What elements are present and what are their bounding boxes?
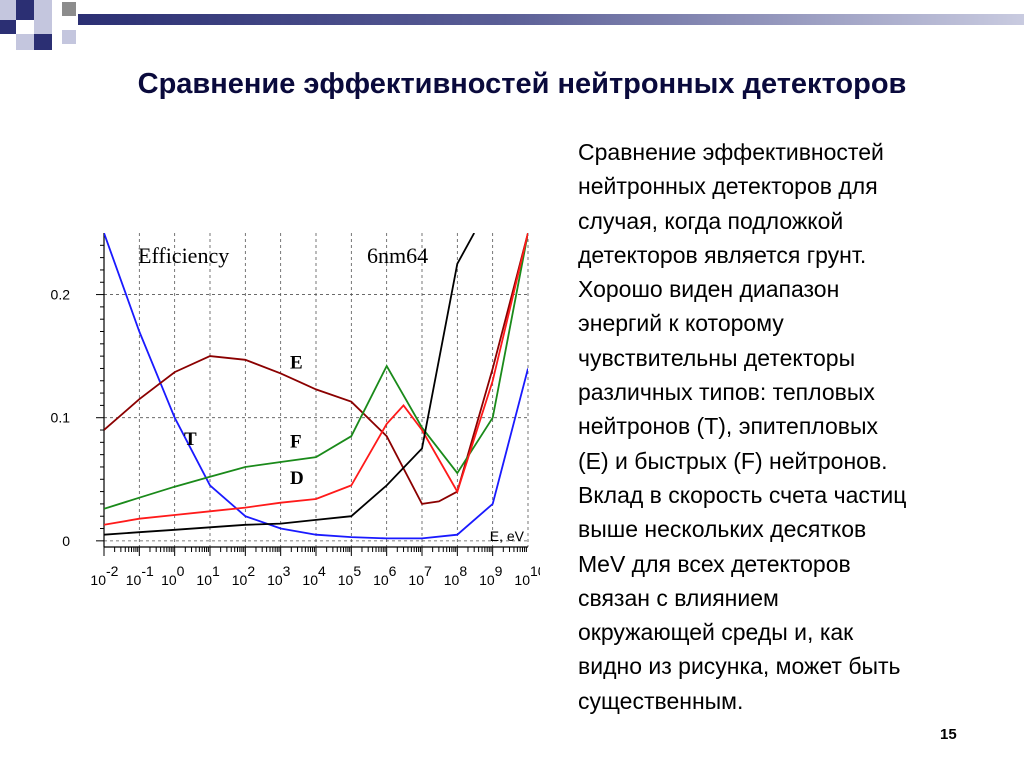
description-line: нейтронных детекторов для — [578, 173, 878, 200]
description-line: Вклад в скорость счета частиц — [578, 481, 907, 508]
x-tick-label: 10 — [338, 572, 354, 588]
description-line: связан с влиянием — [578, 584, 779, 611]
y-tick-label: 0.1 — [51, 410, 71, 426]
curve-label-F: F — [290, 431, 302, 452]
x-tick-exponent: -2 — [106, 563, 119, 579]
x-tick-label: 10 — [514, 572, 530, 588]
description-line: различных типов: тепловых — [578, 379, 875, 406]
x-tick-exponent: 9 — [495, 563, 503, 579]
series-line-E — [104, 233, 528, 505]
x-axis-label: E, eV — [490, 528, 525, 544]
x-tick-exponent: -1 — [141, 563, 154, 579]
x-tick-exponent: 8 — [459, 563, 467, 579]
x-tick-label: 10 — [302, 572, 318, 588]
curve-label-D: D — [290, 468, 304, 489]
decor-square-navy-1 — [16, 0, 34, 20]
curve-label-E: E — [290, 352, 303, 373]
description-line: случая, когда подложкой — [578, 207, 844, 234]
curve-label-T: T — [184, 429, 197, 450]
x-tick-label: 10 — [408, 572, 424, 588]
description-line: Хорошо виден диапазон — [578, 276, 840, 303]
decor-square-navy-3 — [16, 20, 34, 34]
x-tick-exponent: 2 — [247, 563, 255, 579]
description-line: (E) и быстрых (F) нейтронов. — [578, 447, 888, 474]
x-tick-label: 10 — [232, 572, 248, 588]
description-line: окружающей среды и, как — [578, 619, 854, 646]
x-tick-label: 10 — [267, 572, 283, 588]
description-line: нейтронов (T), эпитепловых — [578, 413, 878, 440]
x-tick-label: 10 — [126, 572, 142, 588]
description-line: существенным. — [578, 687, 744, 714]
efficiency-chart-svg: 00.10.210-210-11001011021031041051061071… — [51, 233, 546, 588]
decor-square-gray — [62, 2, 76, 16]
series-line-T — [104, 233, 528, 540]
x-tick-exponent: 6 — [389, 563, 397, 579]
decor-square-light-3 — [34, 20, 52, 34]
description-line: Сравнение эффективностей — [578, 139, 884, 165]
x-tick-label: 10 — [196, 572, 212, 588]
x-tick-label: 10 — [444, 572, 460, 588]
x-tick-exponent: 1 — [212, 563, 220, 579]
x-tick-exponent: 3 — [283, 563, 291, 579]
description-line: энергий к которому — [578, 310, 784, 337]
chart-subtitle: 6nm64 — [367, 243, 428, 268]
x-tick-exponent: 10 — [530, 563, 540, 579]
x-tick-label: 10 — [90, 572, 106, 588]
efficiency-chart: 0 0.1 0.2 10 -2 10 -1 10 0 10 1 10 2 10 3 10 4 10 5 10 6 10 7 1… — [40, 225, 546, 605]
x-tick-label: 10 — [479, 572, 495, 588]
slide-description: Сравнение эффективностей нейтронных детек… — [578, 135, 998, 718]
x-tick-label: 10 — [161, 572, 177, 588]
y-tick-label: 0 — [62, 533, 70, 549]
chart-title: Efficiency — [138, 243, 229, 268]
decor-square-light-1 — [0, 0, 16, 20]
x-tick-label: 10 — [373, 572, 389, 588]
x-tick-exponent: 4 — [318, 563, 326, 579]
description-line: выше нескольких десятков — [578, 516, 867, 543]
x-tick-exponent: 5 — [353, 563, 361, 579]
x-tick-exponent: 0 — [177, 563, 185, 579]
description-line: детекторов является грунт. — [578, 241, 867, 268]
description-line: чувствительны детекторы — [578, 344, 856, 371]
decor-square-navy-4 — [34, 34, 52, 50]
description-line: MeV для всех детекторов — [578, 550, 851, 577]
x-tick-exponent: 7 — [424, 563, 432, 579]
page-number: 15 — [940, 726, 957, 743]
series-line-black — [104, 233, 475, 536]
decor-square-light-2 — [34, 0, 52, 20]
decor-square-light-4 — [16, 34, 34, 50]
decor-header-bar — [78, 14, 1024, 25]
decor-square-light-5 — [62, 30, 76, 44]
series-line-F — [104, 233, 528, 510]
slide-title: Сравнение эффективностей нейтронных дете… — [137, 68, 907, 100]
y-tick-label: 0.2 — [51, 287, 71, 303]
decor-square-navy-2 — [0, 20, 16, 34]
description-line: видно из рисунка, может быть — [578, 653, 901, 680]
series-line-D — [104, 233, 528, 526]
